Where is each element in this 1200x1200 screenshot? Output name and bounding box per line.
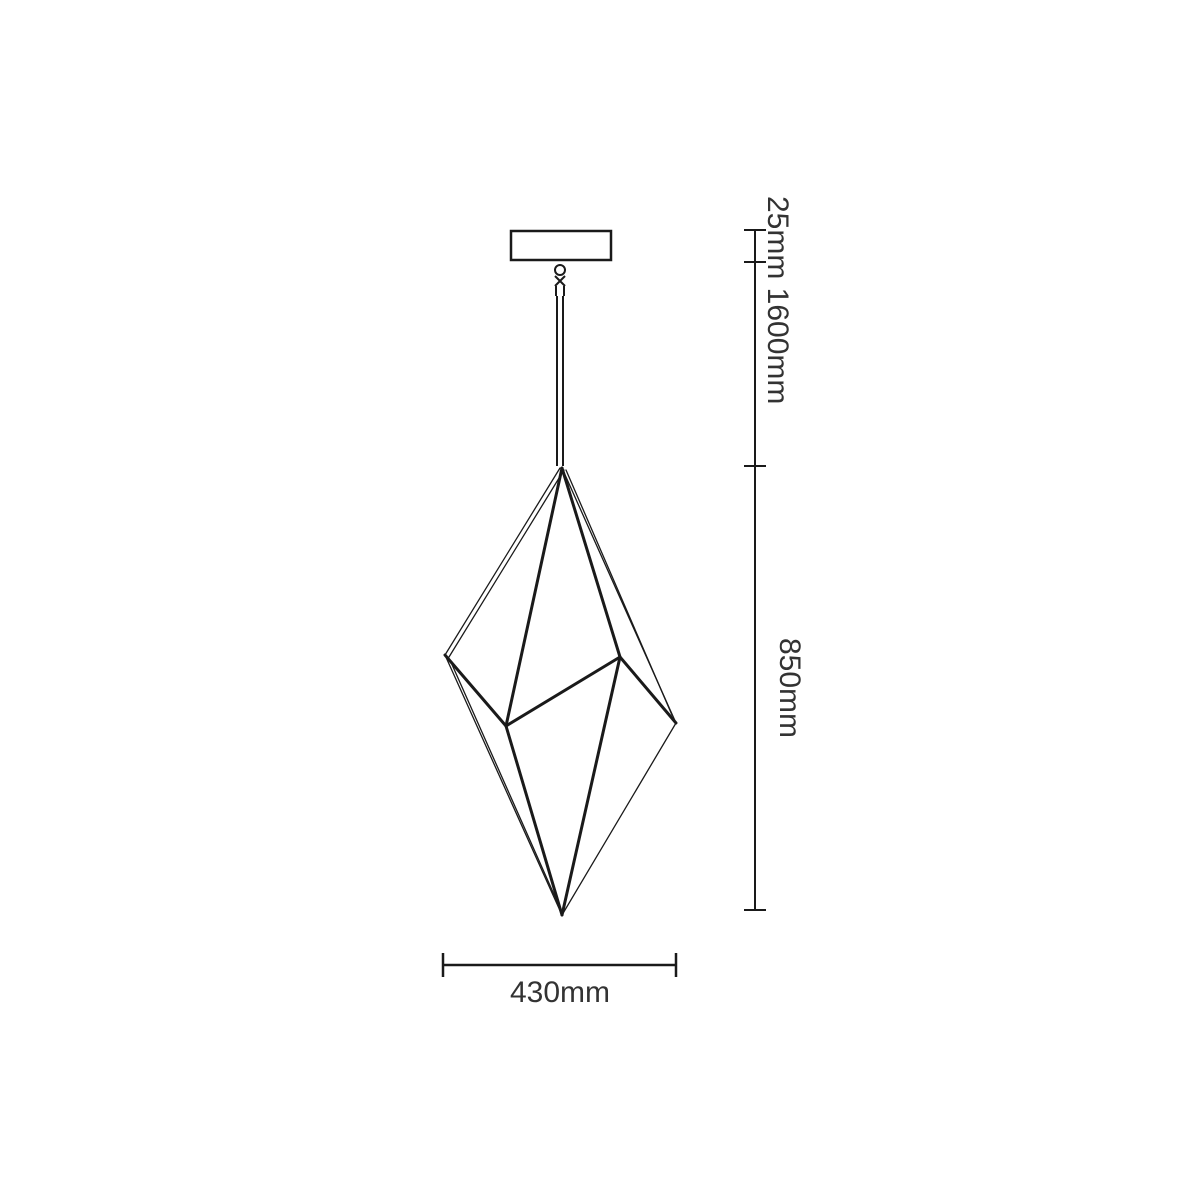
vertical-dimension-line <box>744 229 766 911</box>
outer-thin-edges <box>444 467 677 916</box>
connector <box>554 264 566 296</box>
lamp-body <box>443 466 678 917</box>
dimension-label-canopy-cable: 25mm 1600mm <box>761 196 794 404</box>
horizontal-dimension-line <box>441 953 678 977</box>
inner-thick-edges <box>443 466 678 917</box>
dimension-label-width: 430mm <box>510 976 610 1009</box>
dimension-label-body-height: 850mm <box>773 638 806 738</box>
suspension-rod <box>556 296 564 466</box>
canopy <box>509 229 613 262</box>
